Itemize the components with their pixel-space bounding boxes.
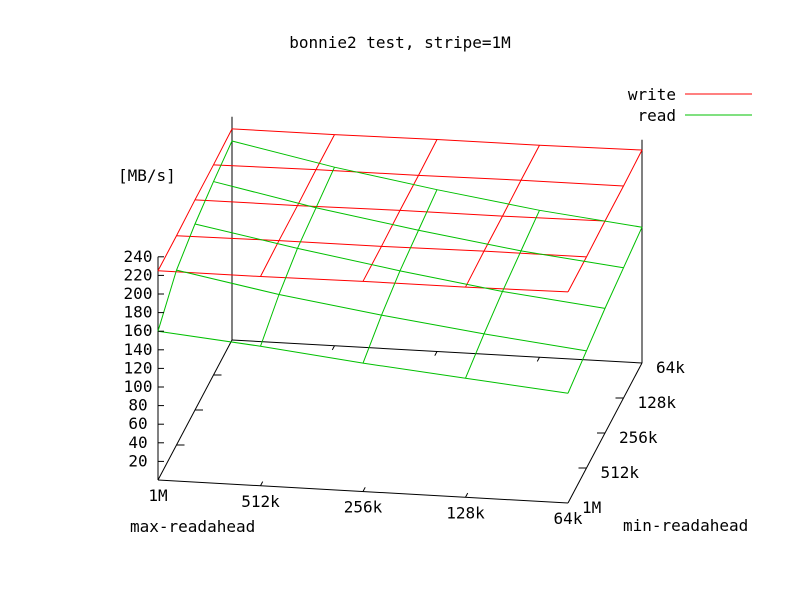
z-tick-label: 200 <box>124 284 153 303</box>
x-tick-label: 64k <box>554 509 583 528</box>
surface-read-col <box>157 140 233 332</box>
y-tick-label: 64k <box>656 358 685 377</box>
surface-write-col <box>157 128 233 271</box>
z-tick-label: 60 <box>128 414 147 433</box>
surfaces <box>157 128 643 394</box>
z-tick-label: 80 <box>128 396 147 415</box>
surface-write-col <box>260 134 335 277</box>
surface-read-row <box>213 181 624 269</box>
z-tick-label: 240 <box>124 247 153 266</box>
x-tick-label: 128k <box>446 503 485 522</box>
z-tick-label: 160 <box>124 321 153 340</box>
x-tick-label: 512k <box>241 492 280 511</box>
y-axis-label: min-readahead <box>623 516 748 535</box>
legend-label-read: read <box>637 106 676 125</box>
x-tick <box>465 492 469 498</box>
x-tick-back <box>434 351 438 356</box>
z-tick-label: 40 <box>128 433 147 452</box>
z-axis-label: [MB/s] <box>118 166 176 185</box>
x-tick-back <box>331 345 335 351</box>
x-axis-label: max-readahead <box>130 517 255 536</box>
legend: write read <box>628 85 752 125</box>
surface-read-col <box>260 166 335 347</box>
x-tick-label: 256k <box>344 498 383 517</box>
surface-read-col <box>567 227 643 394</box>
y-tick-label: 128k <box>638 393 677 412</box>
x-tick-label: 1M <box>148 486 167 505</box>
z-tick-label: 140 <box>124 340 153 359</box>
y-tick-label: 256k <box>619 428 658 447</box>
z-tick-label: 100 <box>124 377 153 396</box>
y-tick-label: 512k <box>601 463 640 482</box>
surface-write-col <box>465 144 540 288</box>
z-tick-label: 120 <box>124 358 153 377</box>
z-tick-label: 220 <box>124 265 153 284</box>
surface-read-row <box>231 140 643 228</box>
x-tick <box>260 481 264 486</box>
chart-title: bonnie2 test, stripe=1M <box>289 33 511 52</box>
x-tick-back <box>536 357 540 362</box>
surface-write-col <box>362 139 438 282</box>
y-tick-label: 1M <box>582 498 601 517</box>
legend-label-write: write <box>628 85 676 104</box>
x-tick <box>362 487 366 492</box>
z-tick-label: 180 <box>124 303 153 322</box>
surface-read-col <box>362 189 438 364</box>
surface-write-row <box>231 128 643 151</box>
surface-read-col <box>465 210 540 379</box>
surface-read-row <box>194 223 606 309</box>
z-tick-label: 20 <box>128 451 147 470</box>
